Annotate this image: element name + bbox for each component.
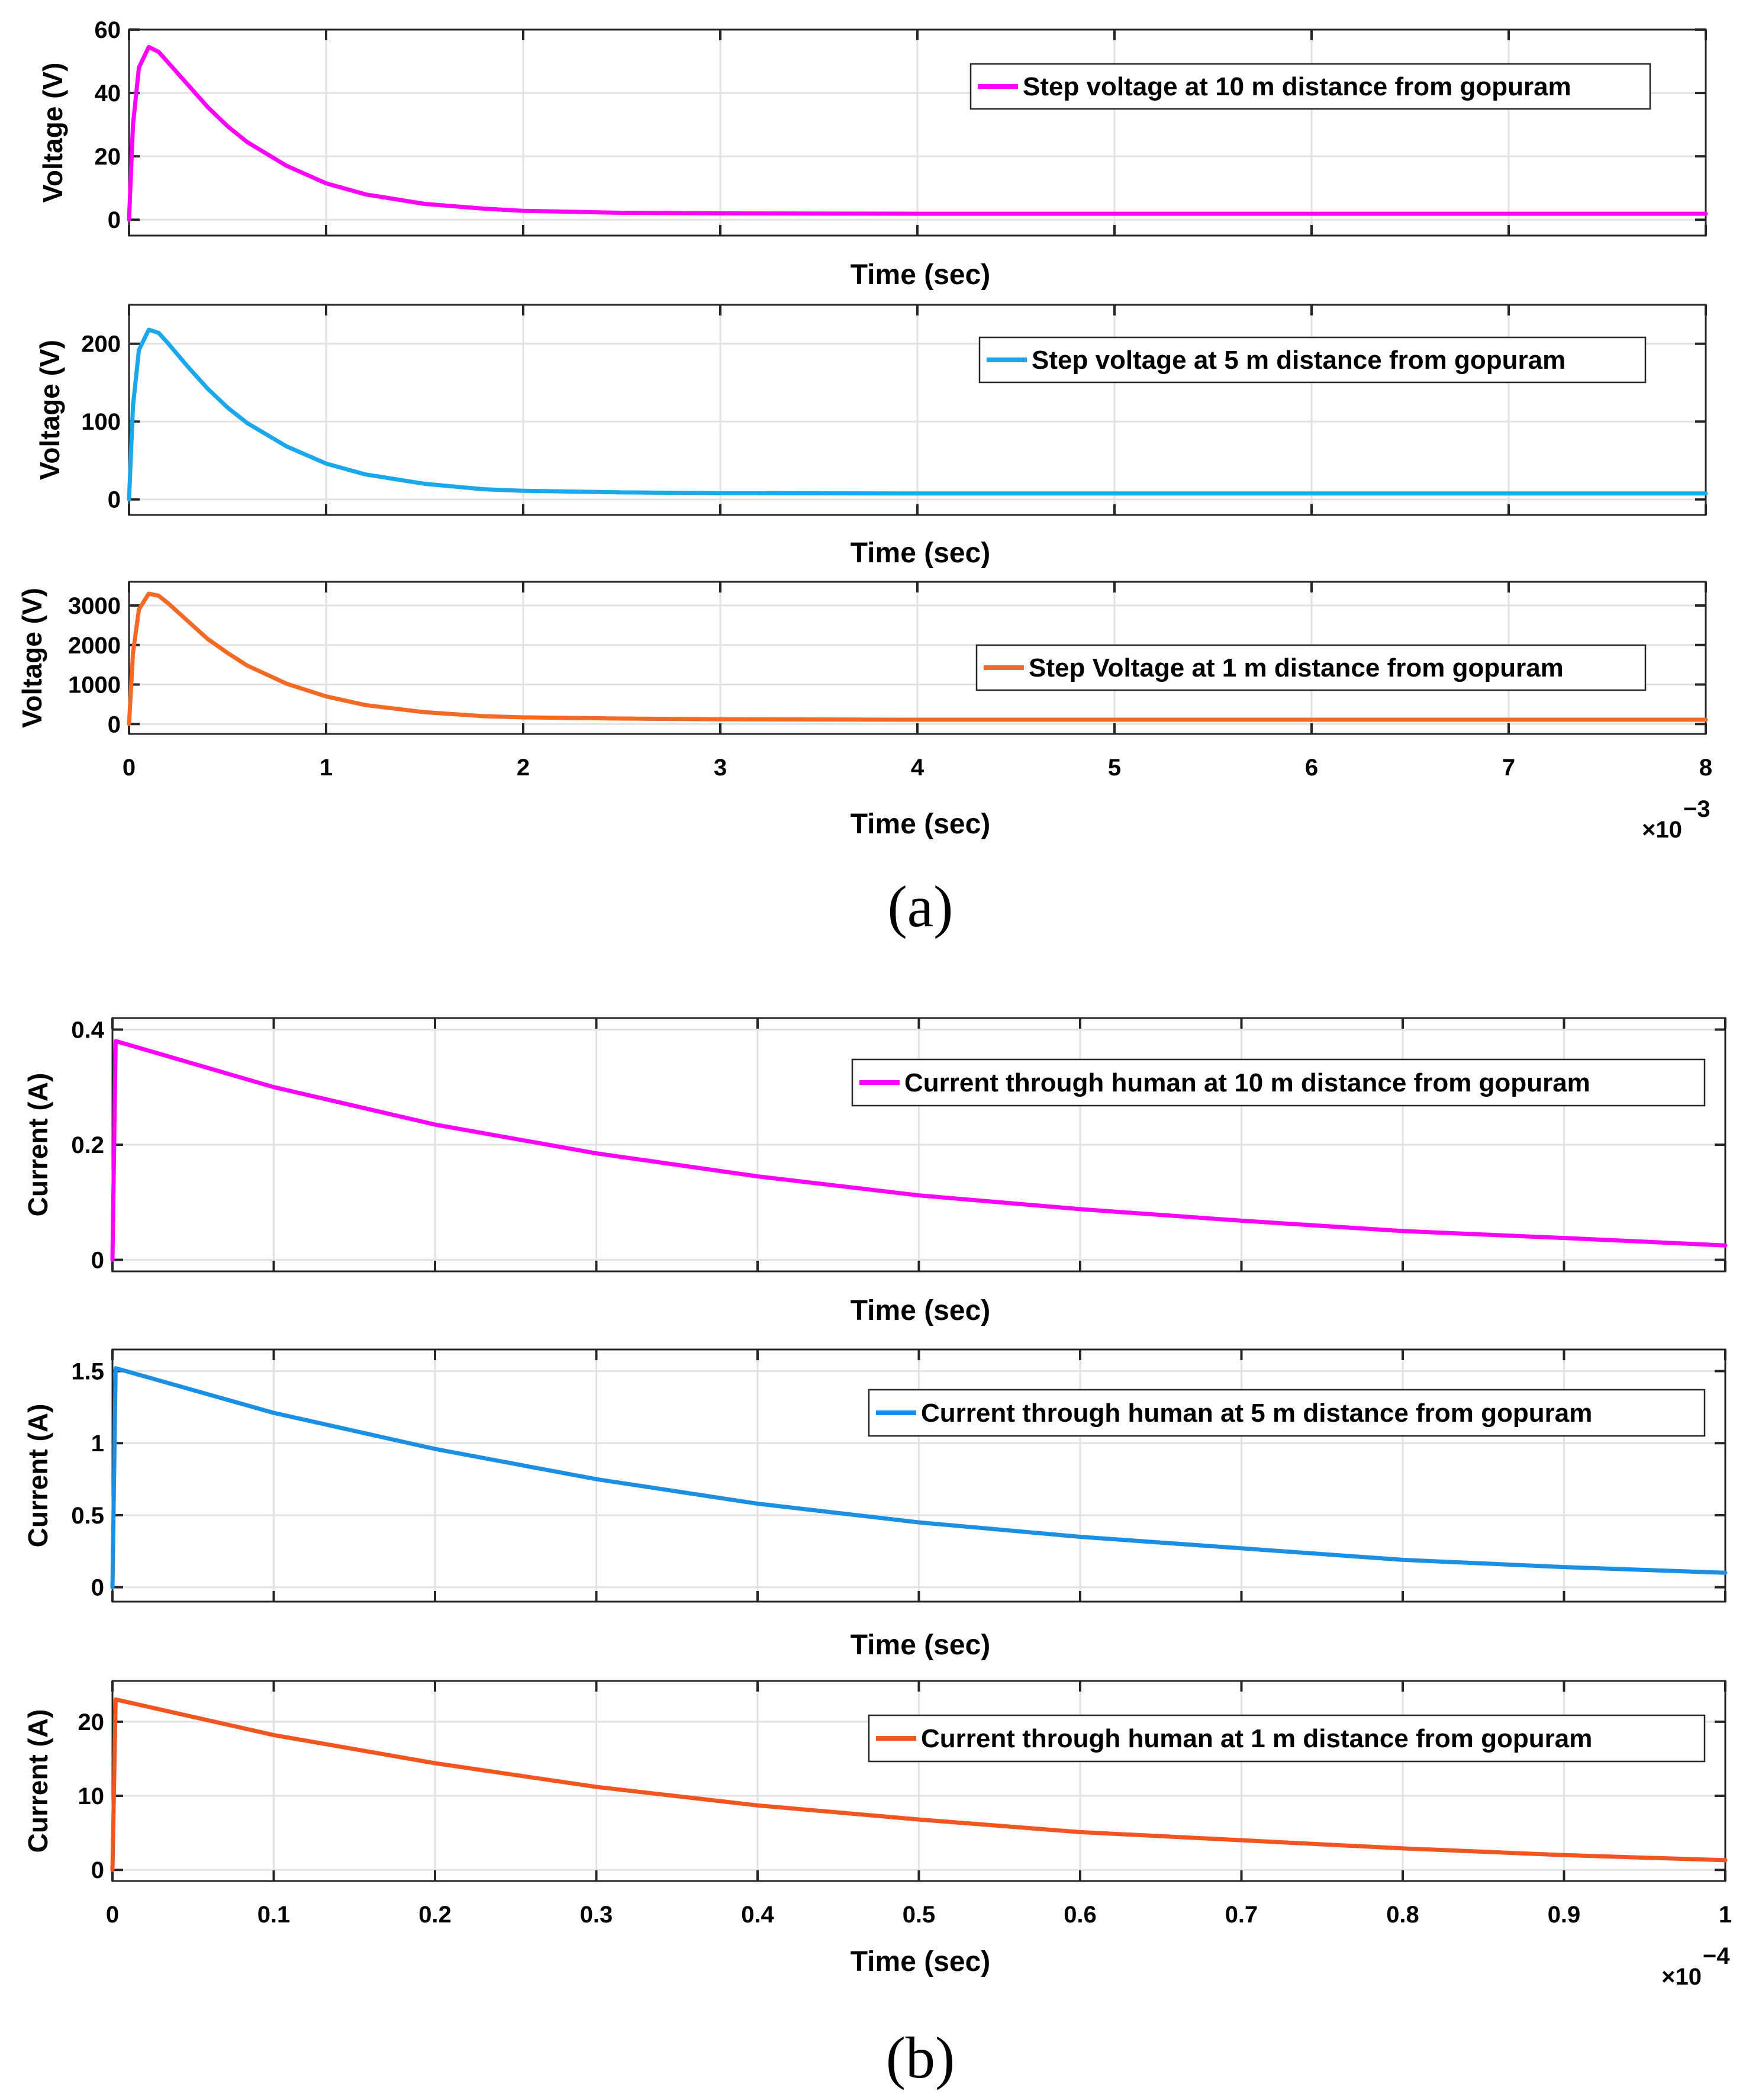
legend-box	[975, 644, 1647, 691]
y-axis-title: Voltage (V)	[37, 63, 68, 203]
y-tick-label: 1000	[68, 672, 121, 698]
x-tick-label: 0.2	[418, 1902, 452, 1928]
x-tick-label: 7	[1502, 755, 1515, 781]
x-axis-title: Time (sec)	[851, 809, 991, 840]
y-tick-label: 200	[81, 331, 121, 357]
y-axis-title: Current (A)	[22, 1709, 53, 1853]
panel-label-a: (a)	[888, 874, 953, 939]
panel-label-b: (b)	[886, 2025, 955, 2091]
chart-panel-a-1: 0 20 40 60 Time (sec) Voltage (V) Step voltage…	[37, 17, 1708, 291]
x-axis-title: Time (sec)	[851, 259, 991, 291]
y-tick-label: 0.4	[71, 1017, 104, 1043]
x-tick-label: 0	[123, 755, 136, 781]
x-tick-label: 6	[1305, 755, 1318, 781]
x-tick-label: 8	[1699, 755, 1712, 781]
y-tick-label: 100	[81, 409, 121, 435]
x-tick-label: 0.6	[1064, 1902, 1097, 1928]
y-tick-label: 0	[91, 1857, 104, 1883]
x-tick-label: 0.5	[903, 1902, 936, 1928]
series-line	[110, 1697, 1728, 1872]
x-tick-label: 4	[911, 755, 924, 781]
y-tick-label: 2000	[68, 633, 121, 659]
y-tick-label: 3000	[68, 593, 121, 619]
y-tick-label: 0.2	[71, 1132, 104, 1158]
x-multiplier: ×10	[1661, 1964, 1702, 1990]
x-tick-label: 0.7	[1225, 1902, 1258, 1928]
y-tick-label: 0	[91, 1575, 104, 1601]
chart-panel-a-2: 0 100 200 Time (sec) Voltage (V) Step voltage…	[34, 304, 1708, 569]
y-axis-title: Voltage (V)	[34, 340, 65, 480]
chart-panel-b-2: 0 0.5 1 1.5 Time (sec) Current (A) Current thr…	[22, 1348, 1728, 1661]
y-tick-label: 0	[108, 207, 121, 233]
legend-box	[851, 1058, 1706, 1107]
y-tick-label: 10	[78, 1783, 105, 1809]
x-axis-title: Time (sec)	[851, 537, 991, 569]
x-tick-label: 0.8	[1386, 1902, 1419, 1928]
legend-label: Step voltage at 5 m distance from gopura…	[1032, 346, 1565, 375]
y-axis-title: Current (A)	[22, 1073, 53, 1217]
x-tick-label: 2	[517, 755, 530, 781]
x-tick-label: 0.1	[257, 1902, 291, 1928]
y-tick-label: 0.5	[71, 1503, 104, 1529]
y-tick-label: 60	[95, 17, 121, 43]
series-line	[110, 1366, 1728, 1590]
x-tick-label: 0.4	[741, 1902, 774, 1928]
y-tick-label: 0	[108, 711, 121, 737]
x-tick-label: 1	[320, 755, 333, 781]
legend-label: Current through human at 10 m distance f…	[904, 1068, 1590, 1097]
x-tick-label: 5	[1108, 755, 1121, 781]
x-tick-label: 1	[1719, 1902, 1732, 1928]
x-tick-label: 0	[106, 1902, 119, 1928]
x-multiplier-exponent: −3	[1683, 796, 1710, 822]
y-axis-title: Current (A)	[22, 1404, 53, 1548]
series-line	[110, 1039, 1728, 1262]
y-axis-title: Voltage (V)	[17, 588, 47, 728]
y-tick-label: 20	[95, 144, 121, 170]
chart-panel-b-3: 0 10 20 0 0.1 0.2 0.3 0.4 0.5 0.6 0.7 0.8 0.9 1 ×10−4 T…	[22, 1680, 1732, 1990]
x-tick-label: 0.3	[580, 1902, 613, 1928]
y-tick-label: 0	[108, 487, 121, 513]
legend-box	[969, 63, 1651, 110]
x-axis-title: Time (sec)	[851, 1946, 991, 1977]
y-tick-label: 0	[91, 1248, 104, 1274]
legend-label: Step voltage at 10 m distance from gopur…	[1023, 72, 1571, 101]
y-tick-label: 20	[78, 1709, 105, 1735]
y-tick-label: 40	[95, 80, 121, 107]
x-multiplier-exponent: −4	[1703, 1943, 1730, 1969]
legend-box	[978, 336, 1647, 384]
legend-label: Step Voltage at 1 m distance from gopura…	[1029, 653, 1564, 682]
legend-box	[868, 1714, 1706, 1763]
series-line	[127, 591, 1708, 726]
legend-box	[868, 1389, 1706, 1437]
y-tick-label: 1	[91, 1431, 104, 1457]
legend-label: Current through human at 1 m distance fr…	[921, 1724, 1592, 1753]
chart-panel-b-1: 0 0.2 0.4 Time (sec) Current (A) Current thro…	[22, 1017, 1728, 1326]
x-axis-title: Time (sec)	[851, 1295, 991, 1326]
x-axis-title: Time (sec)	[851, 1629, 991, 1661]
x-tick-label: 3	[714, 755, 727, 781]
series-line	[127, 327, 1708, 502]
x-tick-label: 0.9	[1548, 1902, 1581, 1928]
chart-panel-a-3: 0 1000 2000 3000 0 1 2 3 4 5 6 7 8 ×10−3 Time (sec) Vol…	[17, 581, 1712, 843]
x-multiplier: ×10	[1642, 817, 1682, 843]
series-line	[127, 44, 1708, 222]
y-tick-label: 1.5	[71, 1359, 104, 1385]
legend-label: Current through human at 5 m distance fr…	[921, 1399, 1592, 1428]
